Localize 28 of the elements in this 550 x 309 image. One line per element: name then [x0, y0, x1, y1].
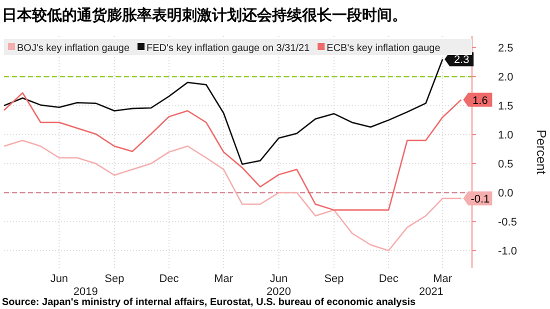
x-tick-label: Mar: [214, 273, 234, 285]
y-tick-label: 2.0: [498, 72, 514, 84]
source-note: Source: Japan's ministry of internal affairs, Eurostat, U.S. bureau of economic analysis: [2, 297, 416, 308]
y-axis-title: Percent: [534, 130, 549, 175]
legend-label: FED's key inflation gauge on 3/31/21: [146, 43, 310, 54]
x-tick-label: Sep: [324, 273, 344, 285]
y-tick-label: -0.5: [498, 216, 517, 229]
x-tick-label: Jun: [50, 273, 68, 285]
x2-tick-label: 2021: [418, 286, 444, 298]
x2-tick-label: 2020: [266, 286, 292, 298]
y-tick-label: 1.5: [498, 100, 514, 113]
data-label: 2.3: [454, 54, 470, 66]
y-tick-label: 0.5: [498, 158, 514, 171]
y-tick-label: -1.0: [498, 246, 517, 258]
x-tick-label: Sep: [104, 273, 124, 285]
x2-tick-label: 2019: [73, 286, 98, 298]
y-tick-label: 2.5: [498, 42, 514, 55]
x-tick-label: Mar: [433, 273, 452, 285]
y-tick-label: 1.0: [498, 130, 514, 142]
legend-label: BOJ's key inflation gauge: [17, 43, 130, 54]
x-tick-label: Dec: [378, 273, 399, 285]
x-tick-label: Jun: [270, 273, 288, 285]
chart-title: 日本较低的通货膨胀率表明刺激计划还会持续很长一段时间。: [2, 6, 407, 24]
data-label: 1.6: [472, 94, 488, 107]
x-tick-label: Dec: [159, 273, 180, 285]
data-label: -0.1: [470, 193, 490, 206]
legend-label: ECB's key inflation gauge: [326, 43, 441, 54]
y-tick-label: 0.0: [498, 188, 514, 200]
